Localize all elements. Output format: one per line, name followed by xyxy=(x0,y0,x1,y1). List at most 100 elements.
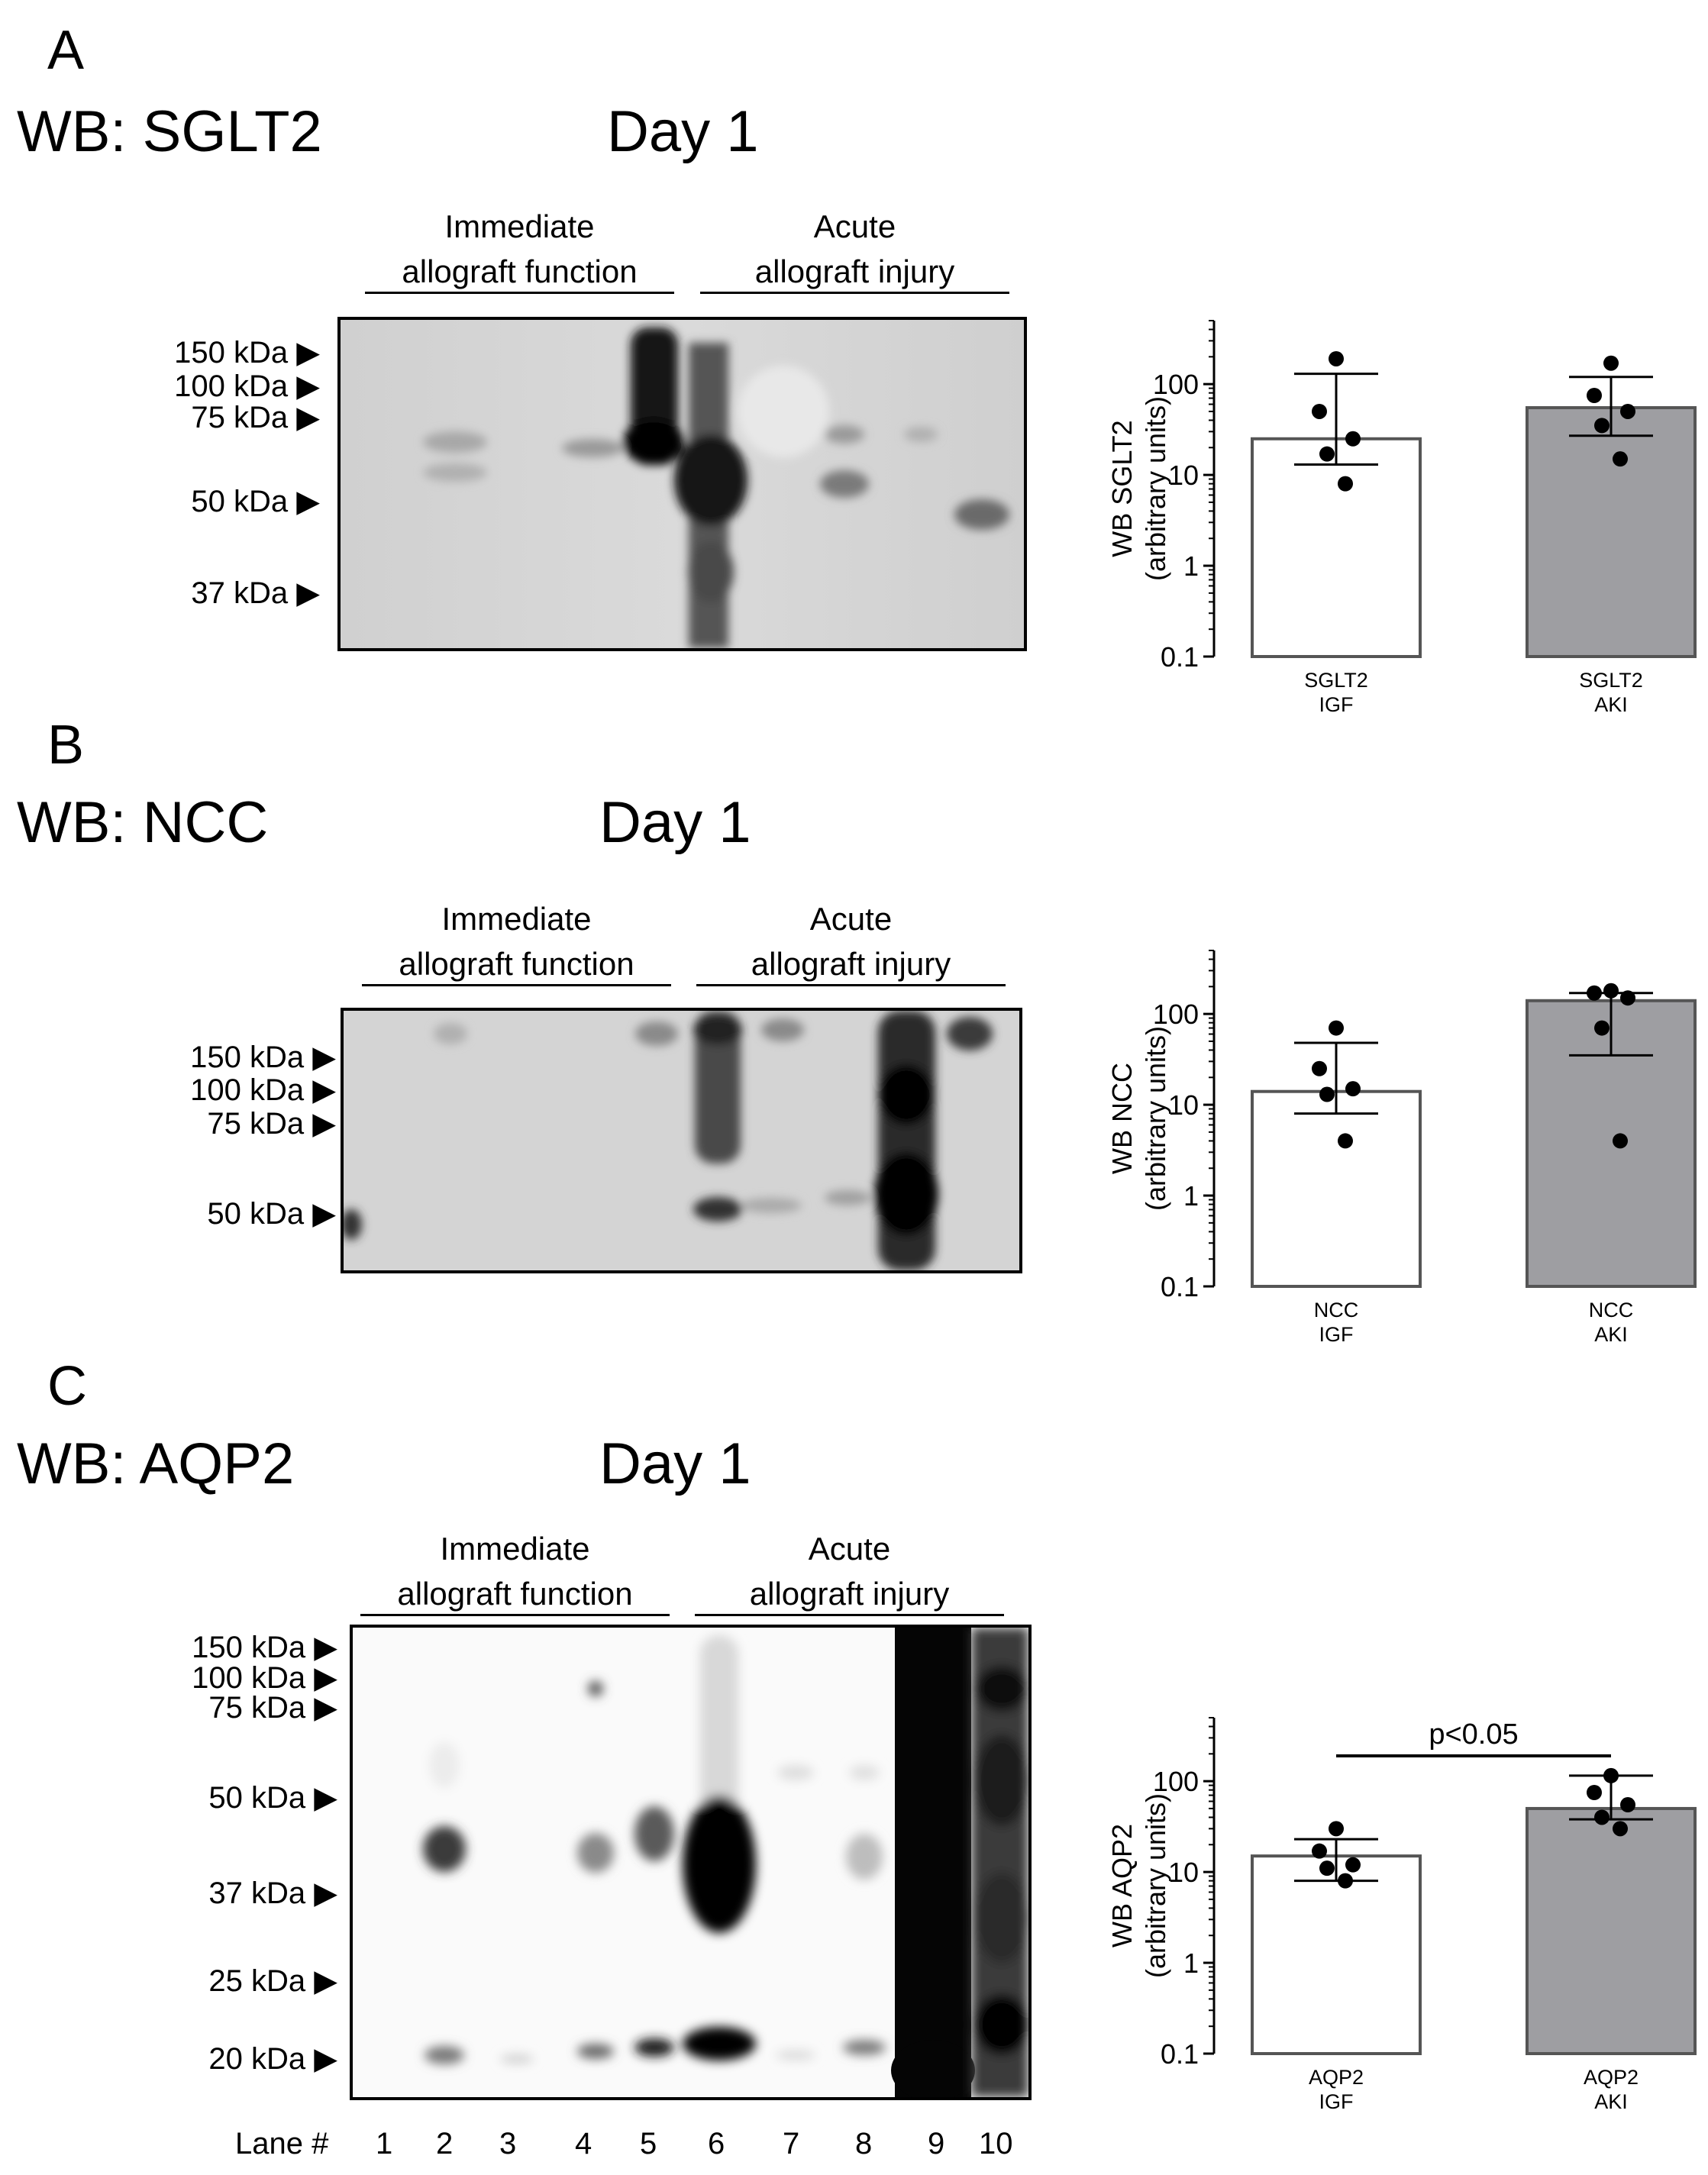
bar xyxy=(1251,1854,1422,2055)
lane-number: 6 xyxy=(708,2127,725,2160)
marker-label: 75 kDa ▶ xyxy=(191,401,320,434)
lane-number: 1 xyxy=(376,2127,393,2160)
day-label-b: Day 1 xyxy=(599,790,751,855)
lane-number: 7 xyxy=(783,2127,800,2160)
group-label-acute-a: Acute allograft injury xyxy=(754,208,955,289)
y-axis-label-units: (arbitrary units) xyxy=(1140,396,1171,581)
group-label-acute-c: Acute allograft injury xyxy=(749,1531,950,1612)
western-blot-image-a xyxy=(337,317,1027,651)
group-underline-immediate-a xyxy=(365,292,674,294)
group-label-immediate-c: Immediate allograft function xyxy=(397,1531,633,1612)
data-point xyxy=(1603,983,1619,999)
y-tick-label: 1 xyxy=(1183,1180,1199,1212)
data-point xyxy=(1613,1821,1628,1837)
marker-label: 25 kDa ▶ xyxy=(208,1964,337,1998)
data-point xyxy=(1338,1133,1353,1149)
group-underline-acute-c xyxy=(695,1614,1004,1616)
data-point xyxy=(1587,985,1602,1001)
wb-title-b: WB: NCC xyxy=(17,790,269,855)
marker-label: 100 kDa ▶ xyxy=(192,1661,337,1695)
day-label-a: Day 1 xyxy=(607,99,759,164)
wb-title-a: WB: SGLT2 xyxy=(17,99,322,164)
data-point xyxy=(1613,451,1628,467)
data-point xyxy=(1620,1797,1635,1813)
y-axis-label-units: (arbitrary units) xyxy=(1140,1026,1171,1211)
bar xyxy=(1251,437,1422,658)
bar xyxy=(1526,1806,1697,2055)
data-point xyxy=(1613,1133,1628,1149)
x-category-label: AKI xyxy=(1594,2090,1628,2113)
data-point xyxy=(1594,418,1610,434)
marker-label: 37 kDa ▶ xyxy=(208,1877,337,1910)
data-point xyxy=(1319,1860,1335,1877)
group-underline-acute-a xyxy=(700,292,1009,294)
x-category-label: SGLT2 xyxy=(1579,669,1643,692)
blot-bands-b xyxy=(344,1011,1019,1270)
panel-letter-b: B xyxy=(47,715,85,776)
data-point xyxy=(1345,1081,1361,1097)
x-category-label: AQP2 xyxy=(1584,2066,1639,2089)
panel-letter-c: C xyxy=(47,1356,87,1417)
y-tick-label: 0.1 xyxy=(1161,2038,1199,2070)
data-point xyxy=(1620,990,1635,1006)
marker-label: 150 kDa ▶ xyxy=(174,336,320,369)
lane-number-label: Lane # xyxy=(235,2127,329,2160)
lane-number: 5 xyxy=(640,2127,657,2160)
marker-label: 50 kDa ▶ xyxy=(191,485,320,518)
data-point xyxy=(1620,403,1635,419)
data-point xyxy=(1587,1785,1602,1801)
blot-bands-a xyxy=(341,320,1024,648)
lane-number: 4 xyxy=(575,2127,592,2160)
panel-letter-a: A xyxy=(47,20,85,81)
group-label-acute-b: Acute allograft injury xyxy=(751,901,951,982)
data-point xyxy=(1587,388,1602,404)
data-point xyxy=(1603,1767,1619,1783)
significance-label: p<0.05 xyxy=(1429,1718,1518,1751)
x-category-label: AKI xyxy=(1594,1323,1628,1346)
marker-label: 75 kDa ▶ xyxy=(208,1691,337,1725)
day-label-c: Day 1 xyxy=(599,1431,751,1496)
data-point xyxy=(1338,476,1353,492)
y-axis-label: WB AQP2 xyxy=(1106,1824,1138,1947)
y-axis-label: WB NCC xyxy=(1106,1063,1138,1174)
data-point xyxy=(1329,1020,1344,1036)
x-category-label: NCC xyxy=(1314,1299,1359,1321)
group-underline-acute-b xyxy=(696,984,1006,986)
data-point xyxy=(1329,1821,1344,1837)
x-category-label: IGF xyxy=(1319,1323,1354,1346)
data-point xyxy=(1312,403,1327,419)
lane-number: 2 xyxy=(436,2127,454,2160)
y-tick-label: 100 xyxy=(1153,999,1199,1030)
data-point xyxy=(1312,1843,1327,1859)
y-tick-label: 10 xyxy=(1168,1857,1199,1888)
data-point xyxy=(1345,1857,1361,1873)
lane-number: 8 xyxy=(855,2127,873,2160)
x-category-label: AQP2 xyxy=(1309,2066,1364,2089)
y-axis-label: WB SGLT2 xyxy=(1106,420,1138,557)
y-tick-label: 0.1 xyxy=(1161,641,1199,673)
marker-label: 50 kDa ▶ xyxy=(207,1197,336,1231)
marker-label: 37 kDa ▶ xyxy=(191,576,320,610)
group-label-immediate-b: Immediate allograft function xyxy=(399,901,634,982)
x-category-label: IGF xyxy=(1319,693,1354,716)
bar xyxy=(1251,1089,1422,1288)
lane-number: 10 xyxy=(979,2127,1013,2160)
data-point xyxy=(1594,1020,1610,1036)
y-tick-label: 10 xyxy=(1168,1089,1199,1121)
y-tick-label: 1 xyxy=(1183,1947,1199,1979)
data-point xyxy=(1594,1809,1610,1825)
y-tick-label: 1 xyxy=(1183,550,1199,582)
marker-label: 75 kDa ▶ xyxy=(207,1107,336,1141)
group-label-immediate-a: Immediate allograft function xyxy=(402,208,638,289)
blot-bands-c xyxy=(353,1628,1028,2097)
marker-label: 150 kDa ▶ xyxy=(190,1041,336,1074)
data-point xyxy=(1319,1086,1335,1102)
y-tick-label: 100 xyxy=(1153,369,1199,400)
x-category-label: NCC xyxy=(1589,1299,1634,1321)
group-underline-immediate-b xyxy=(362,984,671,986)
x-category-label: IGF xyxy=(1319,2090,1354,2113)
y-tick-label: 100 xyxy=(1153,1766,1199,1797)
